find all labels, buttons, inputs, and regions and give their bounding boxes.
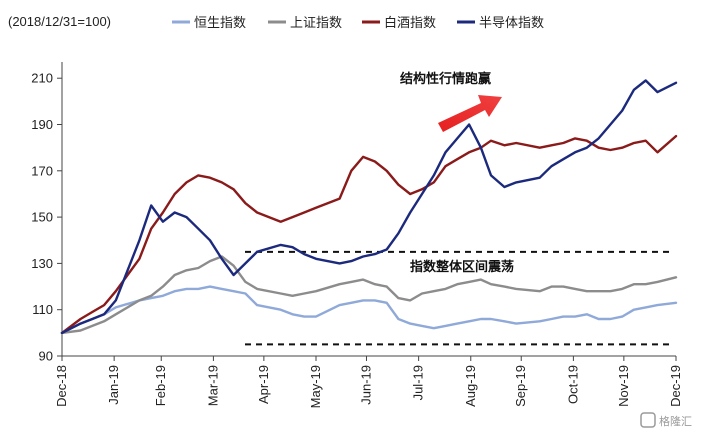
legend-label-hsi: 恒生指数 — [194, 16, 246, 31]
base-note: (2018/12/31=100) — [8, 14, 111, 29]
y-tick-label: 150 — [31, 210, 53, 225]
annotation-outperform: 结构性行情跑赢 — [400, 71, 491, 87]
x-tick-label: Oct-19 — [565, 365, 580, 404]
legend: 恒生指数 上证指数 白酒指数 半导体指数 — [172, 15, 544, 31]
y-tick-label: 210 — [31, 71, 53, 86]
x-tick-label: May-19 — [308, 365, 323, 408]
series-lines — [60, 79, 678, 335]
annotation-range-bound: 指数整体区间震荡 — [410, 259, 514, 275]
legend-label-semiconductor: 半导体指数 — [479, 16, 544, 31]
red-arrow — [438, 95, 502, 132]
x-tick-label: Dec-18 — [54, 365, 69, 407]
x-tick-label: Nov-19 — [616, 365, 631, 407]
watermark-logo-icon — [640, 412, 656, 428]
series-line-baijiu — [60, 134, 678, 335]
y-tick-label: 110 — [32, 302, 53, 317]
x-tick-label: Aug-19 — [463, 365, 478, 407]
x-ticks: Dec-18 Jan-19 Feb-19 Mar-19 Apr-19 May-19 Jun-… — [54, 356, 683, 408]
x-tick-label: Mar-19 — [205, 365, 220, 406]
x-tick-label: Jun-19 — [358, 365, 373, 405]
x-tick-label: Dec-19 — [668, 365, 683, 407]
series-line-hsi — [60, 285, 678, 335]
y-tick-label: 170 — [31, 163, 53, 178]
y-ticks: 90 110 130 150 170 190 210 — [31, 71, 62, 364]
watermark: 格隆汇 — [640, 412, 692, 428]
legend-label-baijiu: 白酒指数 — [384, 15, 436, 31]
x-tick-label: Sep-19 — [513, 365, 528, 407]
series-line-semiconductor — [60, 79, 678, 335]
y-tick-label: 90 — [39, 349, 53, 364]
x-tick-label: Jan-19 — [106, 365, 121, 405]
series-line-shanghai — [60, 255, 678, 335]
y-tick-label: 130 — [31, 256, 53, 271]
x-tick-label: Apr-19 — [256, 365, 271, 404]
watermark-text: 格隆汇 — [659, 414, 692, 428]
x-tick-label: Jul-19 — [411, 365, 426, 400]
y-tick-label: 190 — [31, 117, 53, 132]
legend-label-shanghai: 上证指数 — [290, 16, 342, 31]
x-tick-label: Feb-19 — [153, 365, 168, 406]
